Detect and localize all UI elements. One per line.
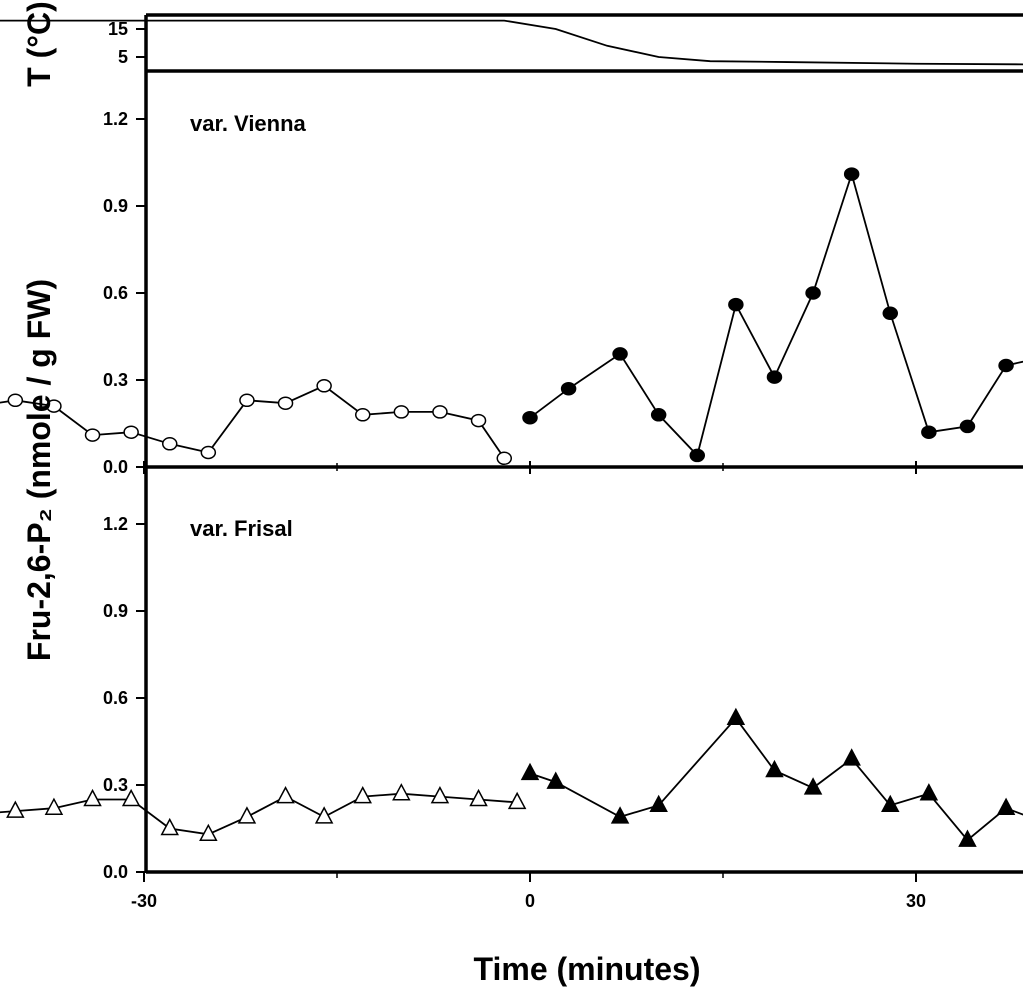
frisal-filled-triangle-point [881, 794, 900, 813]
frisal-open-triangle-point [314, 806, 334, 824]
frisal-y-tick-label: 0.9 [103, 601, 128, 621]
vienna-filled-circle-point [728, 297, 744, 312]
frisal-open-triangle-point [121, 788, 141, 807]
frisal-open-triangle-point [160, 817, 179, 836]
vienna-y-tick-label: 1.2 [103, 109, 128, 129]
frisal-open-triangle-point [199, 823, 218, 842]
vienna-filled-circle-point [766, 370, 783, 384]
frisal-filled-triangle-point [803, 777, 823, 795]
vienna-filled-circle-point [998, 358, 1014, 373]
vienna-open-circle-point [496, 451, 513, 466]
vienna-filled-circle-point [522, 410, 538, 425]
frisal-panel-label: var. Frisal [190, 516, 293, 541]
frisal-open-triangle-point [83, 788, 102, 807]
frisal-y-tick-label: 1.2 [103, 514, 128, 534]
frisal-y-ticks: 0.0 0.3 0.6 0.9 1.2 [103, 514, 146, 882]
temp-y-tick-label: 15 [108, 19, 128, 39]
x-axis-title: Time (minutes) [474, 951, 701, 987]
frisal-y-tick-label: 0.6 [103, 688, 128, 708]
vienna-y-ticks: 0.0 0.3 0.6 0.9 1.2 [103, 109, 146, 477]
vienna-open-circle-point [123, 425, 139, 439]
vienna-filled-circle-point [650, 408, 667, 422]
vienna-open-circle-point [470, 413, 487, 428]
vienna-open-circle-point [7, 393, 24, 408]
vienna-filled-circle-point [959, 419, 976, 434]
temp-y-axis-title: T (°C) [21, 1, 57, 87]
x-ticks: -60-300306090 [131, 461, 926, 911]
vienna-open-circle-point [393, 405, 410, 419]
frisal-open-triangle-point [44, 797, 64, 815]
vienna-filled-circle-point [689, 448, 706, 463]
vienna-filled-circle-point [612, 347, 628, 361]
frisal-filled-triangle-point [919, 783, 939, 801]
frisal-open-triangle-point [507, 791, 527, 810]
frisal-open-triangle-point [469, 788, 488, 807]
vienna-open-circle-point [354, 408, 371, 422]
frisal-filled-triangle-point [765, 759, 784, 778]
vienna-filled-circle-point [843, 167, 860, 181]
temperature-line [0, 19, 1023, 66]
frisal-open-triangle-point [353, 786, 372, 804]
frisal-filled-triangle-point [726, 707, 746, 726]
panel-frames [144, 13, 1023, 874]
frisal-filled-triangle-point [610, 806, 630, 824]
x-tick-label: 30 [906, 891, 926, 911]
frisal-filled-triangle-point [842, 748, 861, 766]
vienna-filled-circle-point [921, 425, 937, 439]
vienna-y-tick-label: 0.0 [103, 457, 128, 477]
frisal-y-tick-label: 0.3 [103, 775, 128, 795]
x-tick-label: 0 [525, 891, 535, 911]
vienna-y-tick-label: 0.3 [103, 370, 128, 390]
frisal-y-tick-label: 0.0 [103, 862, 128, 882]
vienna-series [0, 167, 1023, 466]
vienna-filled-circle-point [805, 286, 821, 300]
frisal-open-triangle-point [6, 800, 25, 818]
vienna-open-circle-point [161, 437, 178, 451]
vienna-open-circle-point [316, 379, 332, 393]
frisal-open-triangle-point [237, 806, 257, 824]
vienna-open-circle-point [277, 396, 294, 410]
vienna-filled-circle-point [882, 306, 899, 321]
vienna-y-tick-label: 0.9 [103, 196, 128, 216]
vienna-open-circle-point [239, 393, 255, 408]
vienna-open-circle-point [84, 428, 101, 442]
fru-y-axis-title: Fru-2,6-P₂ (nmole / g FW) [21, 279, 57, 661]
temp-y-tick-label: 5 [118, 47, 128, 67]
frisal-filled-triangle-point [996, 797, 1016, 815]
frisal-open-triangle-point [276, 786, 295, 804]
vienna-open-circle-point [200, 445, 217, 460]
vienna-open-circle-point [432, 405, 448, 419]
frisal-filled-triangle-point [649, 794, 668, 813]
frisal-filled-triangle-point [546, 771, 565, 789]
frisal-series [0, 707, 1023, 847]
frisal-open-triangle-point [392, 783, 411, 801]
frisal-filled-triangle-point [520, 762, 540, 781]
vienna-filled-circle-line [529, 170, 1023, 458]
frisal-filled-triangle-line [529, 716, 1023, 842]
temp-series [0, 19, 1023, 66]
temp-y-ticks: 155 [108, 19, 146, 67]
vienna-panel-label: var. Vienna [190, 111, 307, 136]
vienna-open-circle-line [0, 384, 506, 459]
vienna-y-tick-label: 0.6 [103, 283, 128, 303]
frisal-filled-triangle-point [958, 829, 977, 847]
vienna-filled-circle-point [560, 381, 577, 396]
frisal-open-triangle-point [430, 786, 450, 804]
vienna-open-circle-point [46, 399, 62, 413]
x-tick-label: -30 [131, 891, 157, 911]
